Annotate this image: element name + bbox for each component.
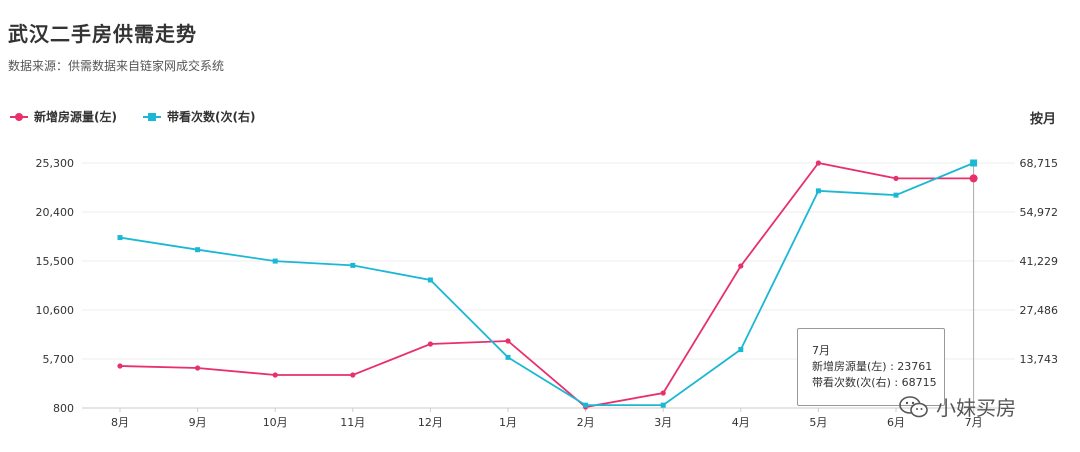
x-tick-label: 10月 xyxy=(263,416,288,429)
tooltip-line-left: 新增房源量(左) : 23761 xyxy=(812,360,933,373)
x-tick-label: 8月 xyxy=(111,416,129,429)
legend-swatch-left xyxy=(10,112,28,122)
chart-title: 武汉二手房供需走势 xyxy=(8,22,197,46)
legend-label-right: 带看次数(次(右) xyxy=(166,110,256,124)
tooltip: 7月 新增房源量(左) : 23761 带看次数(次(右) : 68715 xyxy=(797,328,945,406)
x-tick-label: 12月 xyxy=(418,416,443,429)
data-point-left xyxy=(969,174,978,183)
y-left-tick-label: 20,400 xyxy=(36,206,75,219)
x-tick-label: 11月 xyxy=(340,416,365,429)
data-point-left xyxy=(815,160,822,166)
tooltip-title: 7月 xyxy=(812,344,830,357)
data-point-left xyxy=(427,341,433,347)
data-point-right xyxy=(815,188,821,194)
legend: 新增房源量(左) 带看次数(次(右) xyxy=(10,108,281,125)
legend-item-left[interactable]: 新增房源量(左) xyxy=(10,108,117,125)
watermark: 小妹买房 xyxy=(898,392,1016,421)
watermark-text: 小妹买房 xyxy=(936,396,1016,420)
legend-swatch-right xyxy=(142,112,161,122)
chart-subtitle: 数据来源：供需数据来自链家网成交系统 xyxy=(8,59,225,73)
x-tick-label: 5月 xyxy=(809,416,827,429)
y-left-tick-label: 15,500 xyxy=(36,255,75,268)
x-tick-label: 1月 xyxy=(499,416,517,429)
data-point-right xyxy=(505,354,511,360)
data-point-left xyxy=(893,175,899,181)
x-tick-label: 2月 xyxy=(577,416,595,429)
x-tick-label: 4月 xyxy=(732,416,750,429)
x-tick-label: 6月 xyxy=(887,416,905,429)
y-right-tick-label: 13,743 xyxy=(1020,353,1059,366)
data-point-right xyxy=(583,402,589,408)
y-left-tick-label: 800 xyxy=(53,402,74,415)
y-right-tick-label: 54,972 xyxy=(1020,206,1059,219)
data-point-left xyxy=(505,338,511,344)
data-point-right xyxy=(350,262,356,268)
wechat-icon xyxy=(899,395,928,417)
data-point-right xyxy=(427,277,433,283)
data-point-right xyxy=(970,159,978,167)
data-point-left xyxy=(272,372,278,378)
data-point-right xyxy=(195,247,201,253)
y-left-tick-label: 10,600 xyxy=(36,304,75,317)
x-tick-label: 7月 xyxy=(965,416,983,429)
series-line-right xyxy=(119,162,974,407)
x-tick-label: 9月 xyxy=(189,416,207,429)
period-label: 按月 xyxy=(1029,112,1056,127)
y-right-tick-label: 68,715 xyxy=(1020,157,1059,170)
data-point-right xyxy=(660,402,666,408)
x-tick-label: 3月 xyxy=(654,416,672,429)
data-point-left xyxy=(738,263,744,269)
tooltip-line-right: 带看次数(次(右) : 68715 xyxy=(812,376,937,389)
data-point-left xyxy=(117,363,123,369)
data-point-right xyxy=(272,258,278,264)
y-right-tick-label: 41,229 xyxy=(1020,255,1059,268)
data-point-left xyxy=(660,390,666,396)
data-point-right xyxy=(893,192,899,198)
data-point-left xyxy=(195,365,201,371)
series-line-left xyxy=(119,162,974,408)
data-point-right xyxy=(117,235,123,241)
y-left-tick-label: 25,300 xyxy=(36,157,75,170)
y-left-tick-label: 5,700 xyxy=(43,353,75,366)
data-point-left xyxy=(350,372,356,378)
legend-item-right[interactable]: 带看次数(次(右) xyxy=(142,108,256,125)
legend-label-left: 新增房源量(左) xyxy=(34,110,117,124)
data-point-right xyxy=(738,347,744,353)
y-right-tick-label: 27,486 xyxy=(1020,304,1059,317)
